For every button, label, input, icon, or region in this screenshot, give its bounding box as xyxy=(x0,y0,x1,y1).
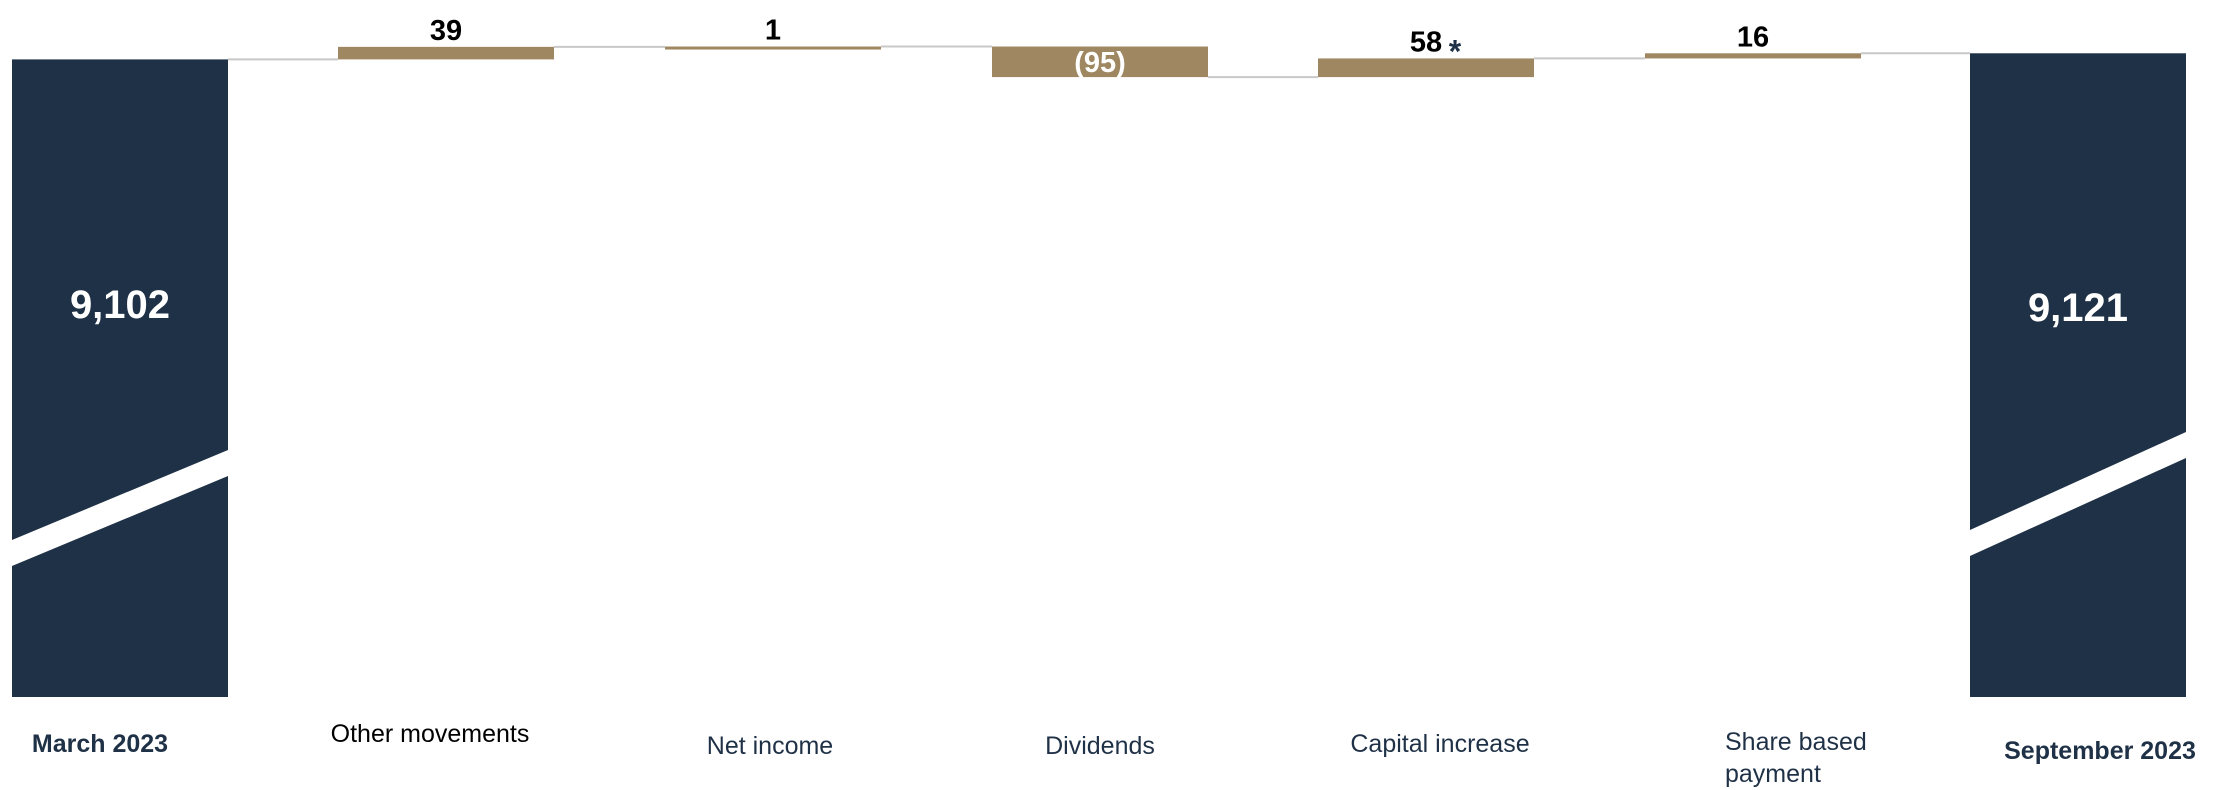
axis-break-mark xyxy=(12,450,228,566)
category-label-march-2023: March 2023 xyxy=(31,730,169,758)
data-label-other-movements: 39 xyxy=(430,15,462,47)
data-label-net-income: 1 xyxy=(765,15,781,47)
data-label-march-2023: 9,102 xyxy=(70,283,170,327)
data-label-share-based-payment: 16 xyxy=(1737,21,1769,53)
category-label-other-movements: Other movements xyxy=(330,720,530,748)
data-label-dividends: (95) xyxy=(1074,47,1126,79)
bar-other-movements xyxy=(338,46,554,60)
axis-break-mark xyxy=(1970,432,2186,556)
bar-march-2023 xyxy=(12,59,228,697)
bar-capital-increase xyxy=(1318,58,1534,78)
annotation-asterisk: * xyxy=(1449,33,1462,69)
category-label-net-income: Net income xyxy=(706,732,834,760)
category-label-share-based-payment: Share based payment xyxy=(1725,728,1867,788)
category-label-dividends: Dividends xyxy=(1045,732,1155,760)
category-label-september-2023: September 2023 xyxy=(2004,737,2196,765)
bar-september-2023 xyxy=(1970,53,2186,697)
data-label-capital-increase: 58 xyxy=(1410,26,1442,58)
bar-net-income xyxy=(665,46,881,50)
bar-share-based-payment xyxy=(1645,53,1861,59)
data-label-september-2023: 9,121 xyxy=(2028,286,2128,330)
category-label-capital-increase: Capital increase xyxy=(1350,730,1530,758)
bar-dividends xyxy=(992,46,1208,78)
